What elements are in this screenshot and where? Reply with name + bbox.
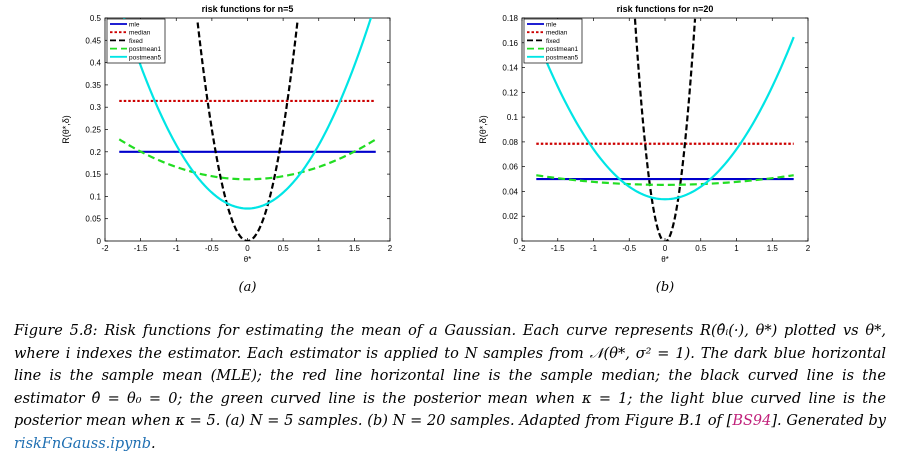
y-tick-label: 0.08 xyxy=(502,138,518,147)
y-tick-label: 0.1 xyxy=(507,113,519,122)
y-tick-label: 0.06 xyxy=(502,163,518,172)
chart-title: risk functions for n=20 xyxy=(617,4,714,14)
x-axis-label: θ* xyxy=(661,255,669,264)
y-tick-label: 0.05 xyxy=(85,215,101,224)
legend-label-fixed: fixed xyxy=(129,38,143,45)
series-group xyxy=(535,18,795,241)
chart-title: risk functions for n=5 xyxy=(202,4,294,14)
x-tick-label: -0.5 xyxy=(205,244,219,253)
y-tick-label: 0.12 xyxy=(502,88,518,97)
notebook-link[interactable]: riskFnGauss.ipynb xyxy=(14,435,151,452)
figure-caption: Figure 5.8: Risk functions for estimatin… xyxy=(14,320,886,455)
y-tick-label: 0 xyxy=(97,237,102,246)
y-tick-label: 0.14 xyxy=(502,64,518,73)
legend-label-mle: mle xyxy=(129,22,140,29)
y-tick-label: 0.3 xyxy=(90,103,102,112)
x-tick-label: -1.5 xyxy=(551,244,565,253)
y-tick-label: 0.25 xyxy=(85,126,101,135)
series-line-fixed xyxy=(633,18,697,241)
chart-panel-a: -2 -1.5 -1 -0.5 0 0.5 1 1.5 2 0 0.05 0.1 0.15 0.2 0.25… xyxy=(61,4,393,295)
x-tick-label: 1 xyxy=(317,244,322,253)
legend-label-postmean5: postmean5 xyxy=(546,54,579,61)
y-axis-label: R(θ*,δ) xyxy=(61,115,71,144)
series-line-postmean1 xyxy=(118,138,377,181)
legend-box xyxy=(523,18,583,64)
x-tick-label: -2 xyxy=(101,244,109,253)
y-tick-label: 0.45 xyxy=(85,36,101,45)
y-tick-label: 0.16 xyxy=(502,39,518,48)
y-tick-label: 0.5 xyxy=(90,14,102,23)
x-tick-label: 0.5 xyxy=(695,244,707,253)
x-tick-label: -0.5 xyxy=(622,244,636,253)
x-axis-label: θ* xyxy=(244,255,252,264)
series-line-postmean5 xyxy=(535,36,795,201)
x-tick-label: 2 xyxy=(388,244,393,253)
x-tick-label: 1.5 xyxy=(767,244,779,253)
caption-mid: ]. Generated by xyxy=(771,413,886,429)
panel-label: (a) xyxy=(239,280,257,295)
legend-box xyxy=(106,18,166,64)
x-tick-label: -1 xyxy=(173,244,181,253)
caption-lead: Figure 5.8: Risk functions for estimatin… xyxy=(14,323,886,429)
x-tick-label: 0 xyxy=(663,244,668,253)
panel-label: (b) xyxy=(656,280,674,295)
risk-function-figure: -2 -1.5 -1 -0.5 0 0.5 1 1.5 2 0 0.05 0.1 0.15 0.2 0.25… xyxy=(61,4,811,295)
legend-label-postmean5: postmean5 xyxy=(129,54,162,61)
x-tick-label: 0.5 xyxy=(278,244,290,253)
legend-label-median: median xyxy=(129,30,151,37)
series-line-postmean1 xyxy=(536,174,794,186)
y-axis-label: R(θ*,δ) xyxy=(478,115,488,144)
caption-tail: . xyxy=(151,435,156,452)
x-tick-label: -1 xyxy=(590,244,598,253)
legend-label-mle: mle xyxy=(546,22,557,29)
series-line-fixed xyxy=(196,22,299,241)
y-tick-label: 0.2 xyxy=(90,148,102,157)
citation-link[interactable]: BS94 xyxy=(732,413,772,429)
y-tick-label: 0.1 xyxy=(90,192,102,201)
series-line-postmean5 xyxy=(122,18,373,210)
legend-label-postmean1: postmean1 xyxy=(129,46,162,53)
y-tick-label: 0.15 xyxy=(85,170,101,179)
x-tick-label: -2 xyxy=(518,244,526,253)
x-tick-label: 1 xyxy=(734,244,739,253)
y-tick-label: 0.04 xyxy=(502,187,518,196)
x-tick-label: -1.5 xyxy=(134,244,148,253)
legend-label-postmean1: postmean1 xyxy=(546,46,579,53)
y-tick-label: 0 xyxy=(514,237,519,246)
legend-label-median: median xyxy=(546,30,568,37)
x-tick-label: 2 xyxy=(806,244,811,253)
series-group xyxy=(118,18,377,241)
y-tick-label: 0.02 xyxy=(502,212,518,221)
legend-label-fixed: fixed xyxy=(546,38,560,45)
y-tick-label: 0.18 xyxy=(502,14,518,23)
chart-panel-b: -2 -1.5 -1 -0.5 0 0.5 1 1.5 2 0 0.02 0.04 0.06 0.08 0.… xyxy=(478,4,811,295)
x-tick-label: 1.5 xyxy=(349,244,361,253)
x-tick-label: 0 xyxy=(245,244,250,253)
y-tick-label: 0.35 xyxy=(85,81,101,90)
y-tick-label: 0.4 xyxy=(90,59,102,68)
